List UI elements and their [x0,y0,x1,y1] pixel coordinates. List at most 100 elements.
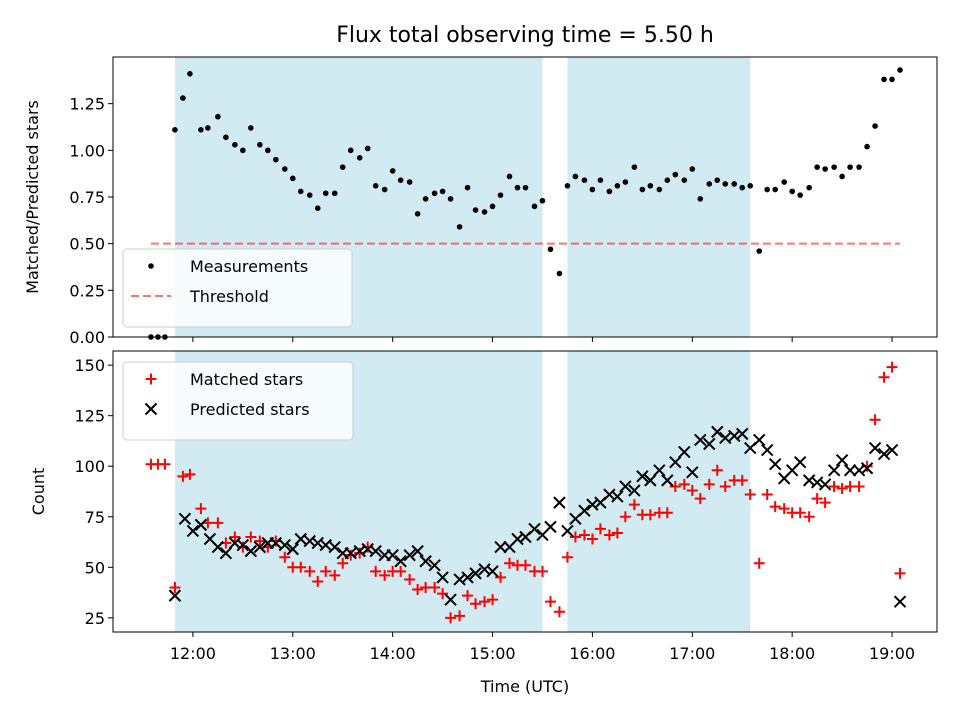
predicted-point [768,458,782,471]
measurement-point [631,164,638,170]
y-tick-label: 1.00 [69,141,105,160]
predicted-point [711,425,724,439]
matched-point [603,529,615,541]
predicted-point [444,593,457,606]
predicted-point [818,478,832,491]
plot-frame [112,350,938,633]
measurement-point [347,147,354,154]
measurement-point [472,207,479,213]
x-tick-label: 16:00 [569,644,615,663]
predicted-point [835,453,849,467]
matched-point [184,468,196,480]
matched-point [744,489,756,501]
matched-point [761,489,773,501]
measurement-point [339,164,346,170]
measurement-point [639,186,646,193]
legend-label: Threshold [189,287,269,306]
matched-point [828,480,840,492]
measurement-point [747,183,754,189]
legend-label: Measurements [190,257,308,276]
matched-point [669,480,681,492]
predicted-point [636,470,649,483]
measurement-point [414,211,421,217]
y-tick-label: 100 [74,457,105,476]
measurement-point [789,188,795,195]
matched-point [329,569,341,581]
measurement-point [889,76,895,83]
predicted-point [469,567,482,580]
matched-point [611,527,623,539]
measurement-point [372,183,379,189]
measurement-point [672,171,679,178]
predicted-point [219,546,233,560]
measurement-point [489,203,496,210]
legend-label: Predicted stars [190,400,310,419]
measurement-point [839,173,845,180]
series-predicted-stars [168,425,907,608]
x-tick-label: 12:00 [170,644,216,663]
matched-point [536,565,548,577]
predicted-point [278,538,291,552]
predicted-point [494,540,507,554]
matched-point [769,501,781,513]
predicted-point [394,555,407,568]
matched-point [794,507,806,519]
matched-point [159,458,171,470]
predicted-point [678,445,691,459]
matched-point [320,565,332,577]
measurement-point [265,147,271,154]
matched-point [454,610,466,622]
measurement-point [547,246,554,253]
matched-point [337,557,349,569]
measurement-point [764,186,771,193]
measurement-point [739,184,746,191]
predicted-point [719,431,732,445]
predicted-point [544,520,557,534]
y-axis-label: Matched/Predicted stars [23,100,42,294]
measurement-point [531,203,538,210]
matched-point [619,511,631,523]
measurement-point [831,164,837,170]
predicted-point [344,546,357,560]
measurement-point [872,123,878,129]
chart-title: Flux total observing time = 5.50 h [336,23,714,48]
predicted-point [319,538,332,552]
predicted-point [369,544,382,558]
predicted-point [694,433,707,447]
predicted-point [553,496,566,509]
predicted-point [178,512,192,525]
measurement-point [822,166,828,172]
predicted-point [286,542,299,556]
measurement-point [697,196,704,202]
predicted-point [419,555,432,568]
measurement-point [606,188,613,195]
measurement-point [772,186,778,193]
y-tick-label: 1.25 [69,95,105,114]
matched-point [644,509,656,521]
matched-point [561,551,573,563]
matched-point [445,612,457,624]
legend-matched-marker [145,373,157,385]
predicted-point [244,544,258,558]
measurement-point [781,179,787,185]
matched-point [869,414,881,426]
matched-point [504,557,516,569]
measurement-point [331,190,338,197]
predicted-point [843,464,857,477]
matched-point [886,361,898,373]
predicted-point [428,559,441,572]
matched-point [169,582,181,594]
predicted-point [194,518,208,532]
measurement-point [172,127,178,133]
measurement-point [397,177,404,183]
measurement-point [223,134,229,141]
predicted-point [528,522,541,536]
predicted-point [486,565,499,578]
legend-predicted-marker [144,402,158,416]
matched-point [195,503,207,515]
measurement-point [847,164,853,170]
measurement-point [297,188,304,195]
matched-point [753,557,765,569]
matched-point [412,584,424,596]
measurement-point [647,183,654,189]
